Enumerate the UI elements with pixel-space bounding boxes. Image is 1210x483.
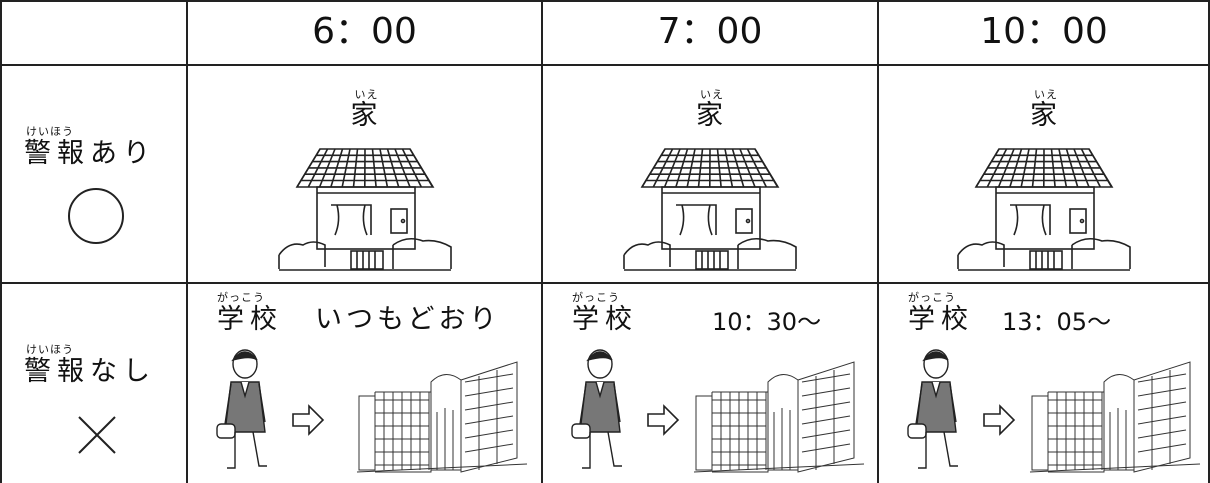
border xyxy=(1208,0,1210,483)
cell-ruby: いえ xyxy=(700,88,724,101)
border xyxy=(186,0,188,483)
cell-note: 13：05～ xyxy=(1002,308,1112,336)
cell-text: 家 xyxy=(1030,100,1057,131)
cell-ruby: いえ xyxy=(354,88,379,101)
column-header: 7：00 xyxy=(657,11,763,52)
border xyxy=(0,0,1210,2)
cell-note: いつもどおり xyxy=(315,304,501,335)
border xyxy=(877,0,879,483)
student-illustration xyxy=(216,349,267,469)
cell-ruby: がっこう xyxy=(908,291,956,304)
circle-icon xyxy=(68,188,124,244)
cell-ruby: がっこう xyxy=(217,291,265,304)
cell-ruby: がっこう xyxy=(572,291,620,304)
cell-text: 学校 xyxy=(217,304,283,335)
cell-text: 学校 xyxy=(572,304,638,335)
school-illustration xyxy=(1029,361,1201,473)
student-illustration xyxy=(907,349,958,469)
column-header: 10：00 xyxy=(980,11,1108,52)
row-ruby: けいほう xyxy=(26,343,74,356)
border xyxy=(0,64,1210,66)
school-illustration xyxy=(356,361,528,473)
cell-text: 家 xyxy=(350,100,378,131)
house-illustration xyxy=(957,148,1131,271)
arrow-icon xyxy=(983,404,1016,436)
arrow-icon xyxy=(647,404,680,436)
border xyxy=(541,0,543,483)
border xyxy=(0,282,1210,284)
cell-text: 学校 xyxy=(908,304,974,335)
column-header: 6：00 xyxy=(312,11,417,52)
cross-icon xyxy=(78,416,116,454)
row-ruby: けいほう xyxy=(26,125,74,138)
cell-text: 家 xyxy=(696,100,723,131)
cell-ruby: いえ xyxy=(1034,88,1058,101)
border xyxy=(0,0,2,483)
row-label: 警報あり xyxy=(24,138,156,169)
arrow-icon xyxy=(292,404,325,436)
row-label: 警報なし xyxy=(24,356,156,387)
house-illustration xyxy=(623,148,797,271)
school-illustration xyxy=(693,361,865,473)
house-illustration xyxy=(277,148,452,271)
cell-note: 10：30～ xyxy=(712,308,822,336)
student-illustration xyxy=(571,349,622,469)
